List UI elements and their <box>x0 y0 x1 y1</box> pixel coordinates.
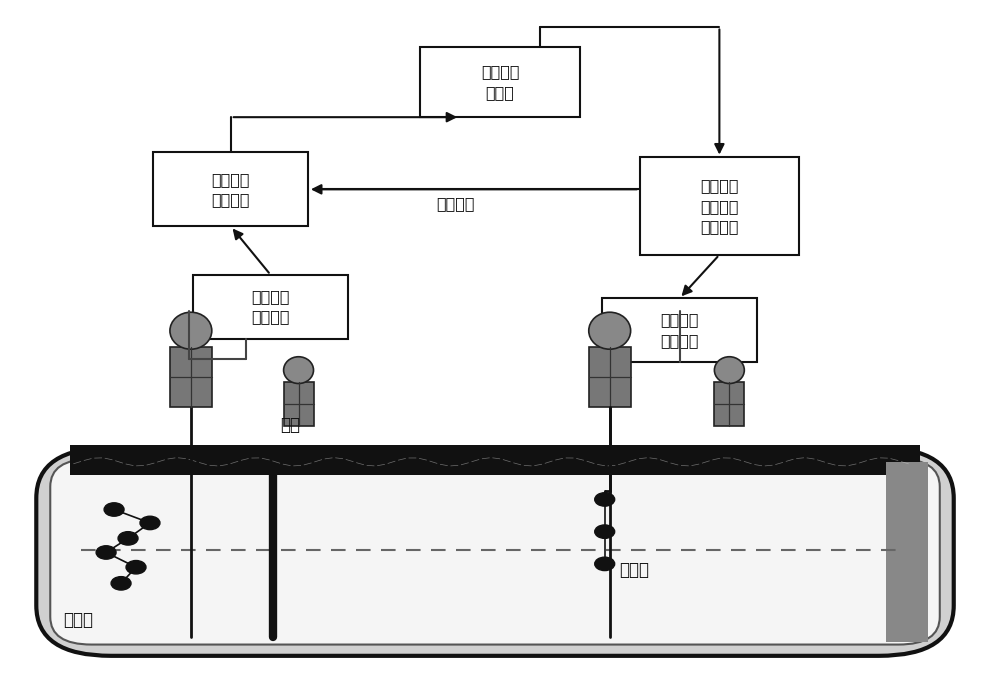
Bar <box>70 445 920 474</box>
FancyBboxPatch shape <box>193 275 348 338</box>
FancyBboxPatch shape <box>602 299 757 362</box>
FancyBboxPatch shape <box>50 459 940 644</box>
Bar <box>170 347 212 408</box>
Circle shape <box>104 503 124 516</box>
Circle shape <box>595 525 615 539</box>
Circle shape <box>595 493 615 506</box>
Text: 多通道功
率放大器: 多通道功 率放大器 <box>660 313 699 348</box>
Circle shape <box>140 516 160 530</box>
Text: 发射阵: 发射阵 <box>620 561 650 579</box>
Bar <box>886 462 928 642</box>
FancyBboxPatch shape <box>420 47 580 117</box>
Ellipse shape <box>170 312 212 349</box>
Circle shape <box>126 561 146 574</box>
Ellipse shape <box>589 312 631 349</box>
Text: 多通道滤
波放大器: 多通道滤 波放大器 <box>251 289 290 324</box>
Circle shape <box>118 532 138 545</box>
Ellipse shape <box>284 357 314 384</box>
Text: 接收阵: 接收阵 <box>63 611 93 629</box>
Circle shape <box>96 546 116 559</box>
Text: 试样: 试样 <box>281 417 301 434</box>
Text: 多通道独
立控制信
号输出仪: 多通道独 立控制信 号输出仪 <box>700 178 739 234</box>
Text: 同步信号: 同步信号 <box>436 197 474 212</box>
Bar <box>589 347 631 408</box>
Bar <box>714 382 744 425</box>
FancyBboxPatch shape <box>36 448 954 656</box>
Circle shape <box>111 577 131 590</box>
FancyBboxPatch shape <box>153 152 308 226</box>
Bar <box>284 382 314 425</box>
Ellipse shape <box>714 357 744 384</box>
Text: 多通道信
号采集器: 多通道信 号采集器 <box>212 172 250 207</box>
FancyBboxPatch shape <box>640 158 799 255</box>
Text: 计算机处
理系统: 计算机处 理系统 <box>481 64 519 100</box>
Circle shape <box>595 557 615 571</box>
